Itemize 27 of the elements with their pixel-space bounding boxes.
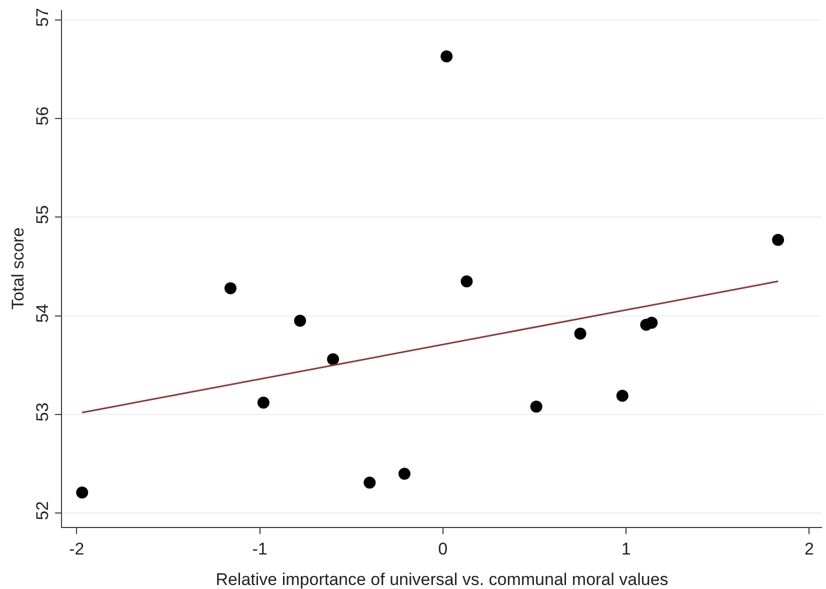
x-tick-label: 2 (804, 540, 814, 558)
y-tick-label: 57 (33, 8, 52, 27)
x-tick-label: 0 (438, 540, 448, 558)
point (224, 282, 236, 294)
point (530, 400, 542, 413)
point (364, 476, 376, 489)
point (616, 390, 628, 402)
point (440, 50, 453, 62)
point (327, 353, 340, 366)
point (257, 396, 270, 409)
x-tick-label: -1 (252, 540, 268, 558)
x-tick-label: 1 (621, 540, 631, 558)
y-tick-label: 55 (33, 205, 52, 224)
y-tick-label: 53 (33, 402, 52, 422)
point (294, 314, 306, 327)
x-tick-label: -2 (69, 540, 84, 558)
point (646, 316, 658, 329)
y-axis-title: Total score (8, 227, 28, 310)
point (460, 275, 473, 288)
y-tick-label: 56 (33, 106, 52, 126)
x-axis-title: Relative importance of universal vs. communal moral values (216, 570, 668, 589)
point (76, 486, 88, 498)
y-tick-label: 54 (33, 304, 52, 323)
y-tick-label: 52 (33, 501, 52, 520)
point (574, 328, 586, 340)
point (398, 468, 410, 480)
point (772, 234, 784, 246)
